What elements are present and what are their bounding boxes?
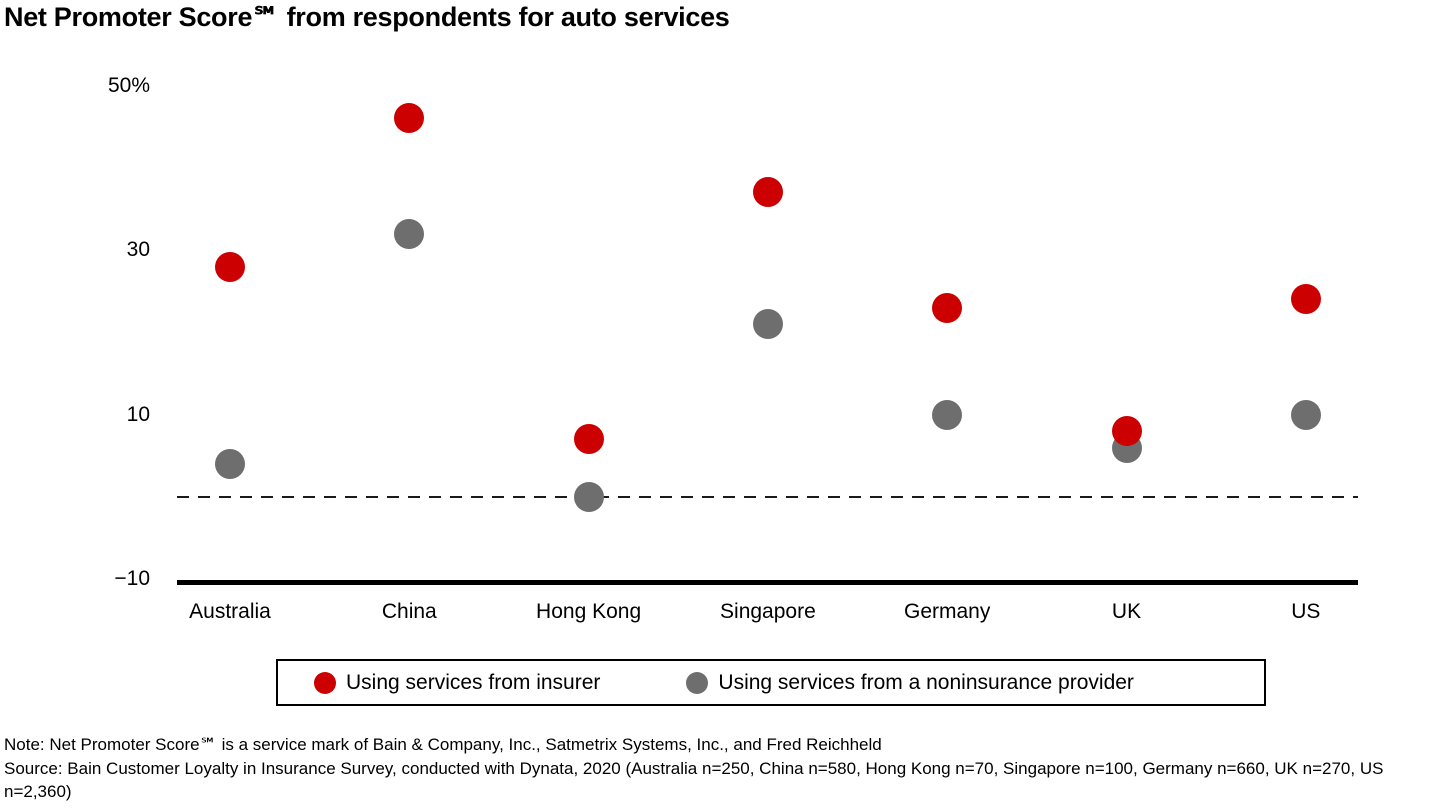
data-point-singapore-insurer (752, 177, 783, 208)
legend-swatch-noninsurance-icon (686, 671, 709, 694)
legend-label-noninsurance: Using services from a noninsurance provi… (718, 670, 1134, 694)
data-point-uk-insurer (1111, 416, 1142, 447)
data-point-us-noninsurance (1290, 399, 1321, 430)
footnotes: Note: Net Promoter Score℠ is a service m… (4, 733, 1438, 804)
x-axis-label-uk: UK (1111, 600, 1142, 623)
legend-item-noninsurance: Using services from a noninsurance provi… (686, 671, 1134, 695)
y-tick-label-50: 50% (107, 73, 150, 97)
y-tick-label-10: 10 (126, 402, 150, 426)
data-point-australia-insurer (215, 251, 245, 282)
x-axis-label-china: China (381, 600, 437, 623)
data-point-germany-noninsurance (932, 399, 963, 430)
legend-swatch-insurer-icon (314, 671, 336, 694)
data-point-china-noninsurance (394, 218, 425, 249)
data-point-us-insurer (1290, 284, 1321, 315)
data-point-singapore-noninsurance (752, 309, 783, 340)
source-line: Source: Bain Customer Loyalty in Insuran… (4, 758, 1384, 802)
y-tick-label-30: 30 (126, 238, 150, 262)
data-point-china-insurer (394, 103, 425, 134)
x-axis-line (177, 580, 1358, 585)
legend-item-insurer: Using services from insurer (314, 671, 600, 695)
x-axis-label-australia: Australia (189, 600, 271, 623)
data-point-hong-kong-insurer (573, 424, 604, 455)
x-axis-label-singapore: Singapore (720, 600, 816, 623)
data-point-australia-noninsurance (215, 449, 245, 480)
data-point-hong-kong-noninsurance (573, 482, 604, 512)
note-line: Note: Net Promoter Score℠ is a service m… (4, 735, 882, 754)
x-axis-label-germany: Germany (904, 600, 991, 623)
y-tick-label--10: −10 (114, 567, 150, 591)
x-axis-label-hong-kong: Hong Kong (536, 600, 642, 623)
chart-legend: Using services from insurer Using servic… (276, 659, 1266, 706)
chart-title: Net Promoter Score℠ from respondents for… (4, 2, 730, 32)
data-point-germany-insurer (932, 292, 963, 323)
legend-label-insurer: Using services from insurer (346, 670, 601, 694)
zero-dashed-line (177, 496, 1358, 498)
x-axis-label-us: US (1291, 600, 1321, 623)
